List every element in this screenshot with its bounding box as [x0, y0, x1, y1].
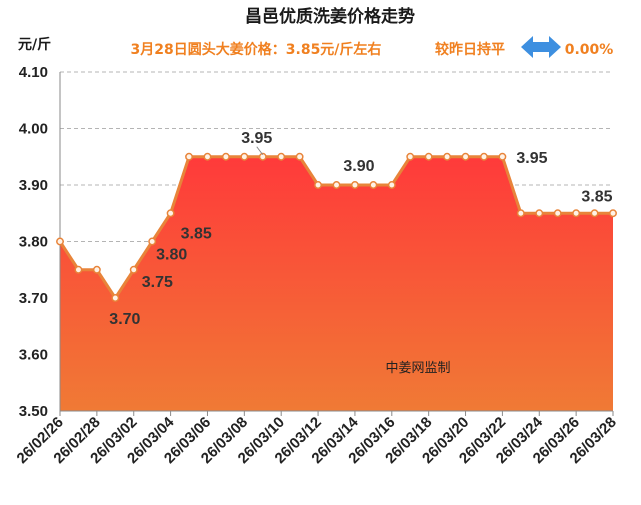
data-point — [332, 181, 341, 189]
data-point — [166, 209, 175, 218]
y-tick-label: 4.00 — [19, 121, 48, 138]
data-point — [535, 209, 544, 218]
data-point — [350, 181, 359, 189]
data-point — [240, 152, 249, 161]
data-point — [590, 209, 599, 218]
data-point — [480, 152, 488, 161]
subtitle-compare: 较昨日持平 — [435, 41, 505, 58]
data-point — [424, 152, 433, 161]
data-point — [111, 294, 120, 302]
y-tick-label: 3.80 — [19, 234, 48, 251]
data-label: 3.75 — [142, 274, 173, 291]
data-point — [148, 237, 157, 246]
data-point — [461, 152, 470, 161]
flat-arrow-icon — [521, 36, 561, 58]
area-shape — [60, 156, 613, 411]
data-point — [609, 209, 617, 218]
y-tick-label: 3.60 — [19, 347, 48, 364]
y-ticks: 3.50 3.60 3.70 3.80 3.90 4.00 4.10 — [19, 64, 48, 420]
data-label: 3.85 — [181, 225, 212, 242]
data-label: 3.90 — [343, 158, 374, 175]
y-tick-label: 3.70 — [19, 290, 48, 307]
watermark: 中姜网监制 — [385, 361, 450, 376]
y-axis-label: 元/斤 — [18, 36, 51, 53]
data-point — [369, 181, 378, 189]
data-label: 3.95 — [241, 130, 272, 147]
data-point — [498, 152, 507, 161]
data-point — [277, 152, 286, 161]
data-point — [443, 152, 452, 161]
data-labels: 3.70 3.75 3.80 3.85 3.95 3.90 3.95 3.85 — [109, 130, 612, 328]
data-point — [387, 181, 396, 189]
data-label: 3.85 — [581, 188, 612, 205]
data-point — [129, 265, 138, 274]
subtitle-price: 3月28日圆头大姜价格：3.85元/斤左右 — [131, 41, 382, 58]
data-point — [553, 209, 562, 218]
chart-title: 昌邑优质洗姜价格走势 — [245, 6, 415, 27]
y-tick-label: 3.50 — [19, 403, 48, 420]
data-point — [406, 152, 415, 161]
data-point — [572, 209, 581, 218]
data-point — [295, 152, 304, 161]
data-point — [221, 152, 230, 161]
data-points — [56, 152, 617, 302]
label-leader-line — [256, 146, 264, 156]
area-fill — [60, 156, 613, 411]
y-tick-label: 3.90 — [19, 177, 48, 194]
data-point — [56, 237, 64, 246]
data-point — [92, 265, 101, 274]
x-ticks: 26/02/2626/02/2826/03/0226/03/0426/03/06… — [14, 411, 620, 467]
data-point — [314, 181, 323, 189]
y-tick-label: 4.10 — [19, 64, 48, 81]
data-point — [258, 152, 267, 161]
data-label: 3.95 — [516, 150, 547, 167]
data-point — [185, 152, 193, 161]
data-point — [74, 265, 83, 274]
data-label: 3.80 — [156, 247, 187, 264]
data-point — [516, 209, 525, 218]
subtitle-change: 0.00% — [565, 42, 614, 58]
data-label: 3.70 — [109, 311, 140, 328]
data-point — [203, 152, 212, 161]
